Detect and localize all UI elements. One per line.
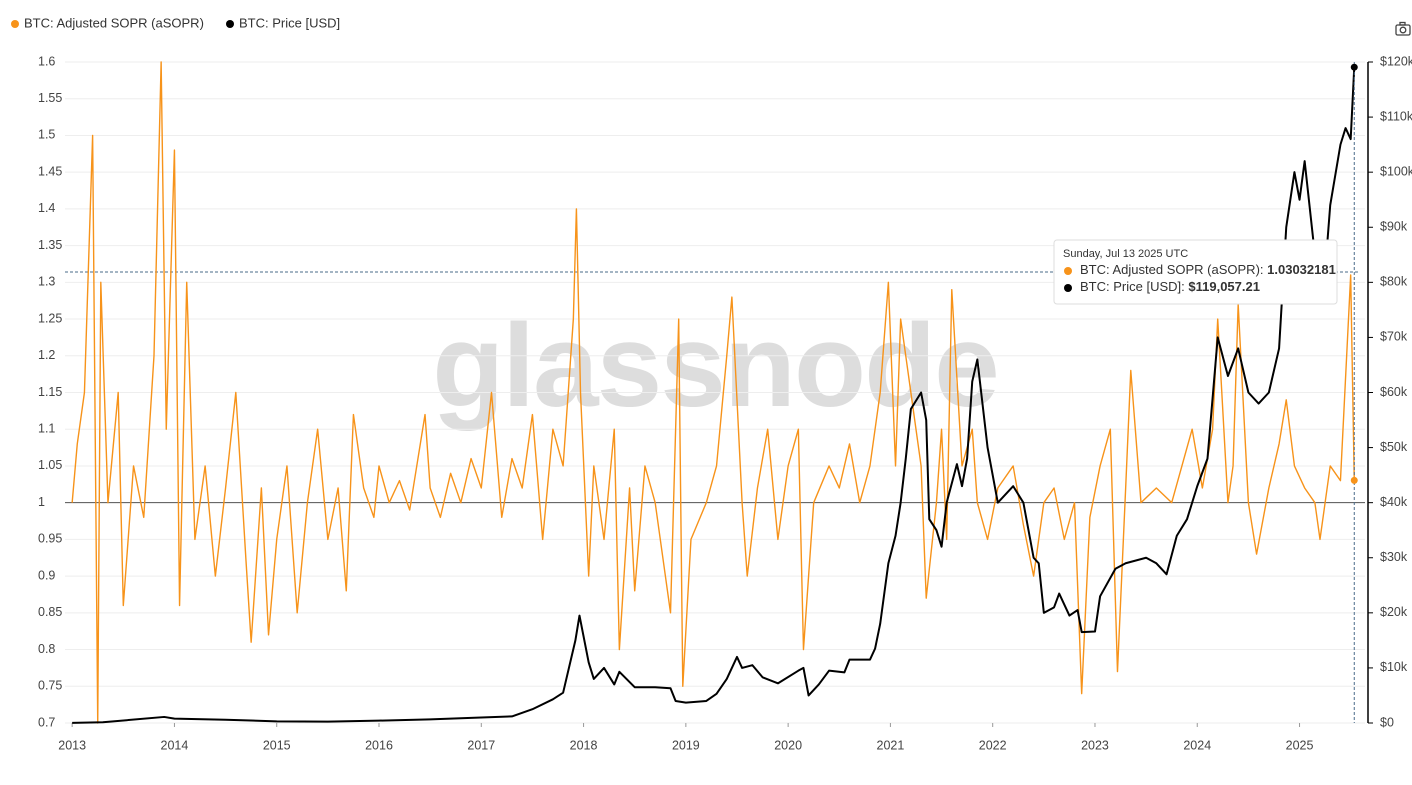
tooltip-row: BTC: Price [USD]: $119,057.21 [1080, 279, 1260, 294]
x-tick-label: 2019 [672, 738, 700, 752]
legend-label[interactable]: BTC: Price [USD] [239, 15, 340, 30]
highlight-point [1350, 476, 1358, 484]
tooltip-value: $119,057.21 [1188, 279, 1260, 294]
tooltip-row: BTC: Adjusted SOPR (aSOPR): 1.03032181 [1080, 262, 1336, 277]
y-tick-label: 1.4 [38, 201, 55, 215]
y2-tick-label: $80k [1380, 275, 1408, 289]
y-tick-label: 0.75 [38, 679, 62, 693]
y-tick-label: 1.5 [38, 128, 55, 142]
x-tick-label: 2018 [570, 738, 598, 752]
tooltip-marker [1064, 267, 1072, 275]
x-tick-label: 2017 [467, 738, 495, 752]
y-tick-label: 1.05 [38, 458, 62, 472]
y2-tick-label: $100k [1380, 164, 1412, 178]
x-tick-label: 2013 [58, 738, 86, 752]
legend-marker [226, 20, 234, 28]
y-tick-label: 1.25 [38, 311, 62, 325]
tooltip-label: BTC: Price [USD]: [1080, 279, 1185, 294]
tooltip-label: BTC: Adjusted SOPR (aSOPR): [1080, 262, 1264, 277]
y2-tick-label: $50k [1380, 440, 1408, 454]
x-tick-label: 2025 [1286, 738, 1314, 752]
x-tick-label: 2024 [1183, 738, 1211, 752]
tooltip-box [1053, 239, 1338, 305]
tooltip-marker [1064, 284, 1072, 292]
x-tick-label: 2021 [877, 738, 905, 752]
tooltip-value: 1.03032181 [1267, 262, 1336, 277]
y2-tick-label: $30k [1380, 550, 1408, 564]
y2-tick-label: $10k [1380, 660, 1408, 674]
legend-label[interactable]: BTC: Adjusted SOPR (aSOPR) [24, 15, 204, 30]
y-tick-label: 1.3 [38, 275, 55, 289]
y-tick-label: 1.45 [38, 164, 62, 178]
y2-tick-label: $40k [1380, 495, 1408, 509]
legend-marker [11, 20, 19, 28]
y-tick-label: 1.1 [38, 422, 55, 436]
x-tick-label: 2020 [774, 738, 802, 752]
watermark: glassnode [432, 300, 998, 432]
y-tick-label: 0.7 [38, 715, 55, 729]
series-line [71, 61, 1355, 724]
y-tick-label: 1.15 [38, 385, 62, 399]
y2-tick-label: $60k [1380, 385, 1408, 399]
y-tick-label: 1 [38, 495, 45, 509]
x-tick-label: 2015 [263, 738, 291, 752]
plot-area: 0.7 0.75 0.8 0.85 0.9 0.95 1 1.05 1.1 1.15 1.2 1.25… [38, 54, 1412, 752]
y2-tick-label: $90k [1380, 220, 1408, 234]
y-tick-label: 0.9 [38, 568, 55, 582]
y-tick-label: 0.95 [38, 532, 62, 546]
y2-tick-label: $70k [1380, 330, 1408, 344]
y-tick-label: 0.8 [38, 642, 55, 656]
camera-icon[interactable] [1395, 21, 1411, 36]
y-tick-label: 1.6 [38, 54, 55, 68]
y2-tick-label: $110k [1380, 109, 1412, 123]
x-tick-label: 2014 [161, 738, 189, 752]
y2-tick-label: $20k [1380, 605, 1408, 619]
series-line [72, 67, 1356, 724]
y-tick-label: 0.85 [38, 605, 62, 619]
x-tick-label: 2023 [1081, 738, 1109, 752]
y-tick-label: 1.55 [38, 91, 62, 105]
y2-tick-label: $120k [1380, 54, 1412, 68]
y-tick-label: 1.35 [38, 238, 62, 252]
x-tick-label: 2016 [365, 738, 393, 752]
legend: BTC: Adjusted SOPR (aSOPR) BTC: Price [U… [11, 15, 340, 30]
y-tick-label: 1.2 [38, 348, 55, 362]
x-tick-label: 2022 [979, 738, 1007, 752]
y2-tick-label: $0 [1380, 715, 1394, 729]
tooltip-date: Sunday, Jul 13 2025 UTC [1063, 248, 1188, 260]
highlight-point [1350, 63, 1358, 71]
tooltip: Sunday, Jul 13 2025 UTC BTC: Adjusted SO… [1053, 239, 1338, 305]
